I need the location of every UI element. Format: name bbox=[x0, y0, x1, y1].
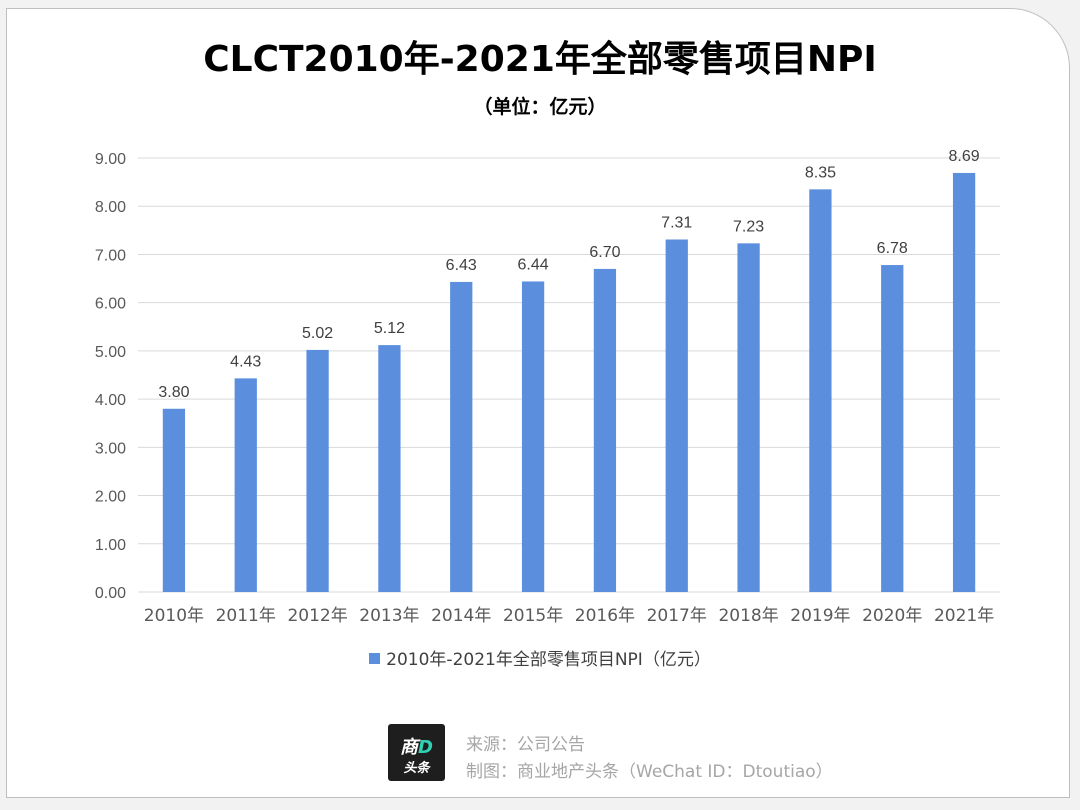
legend-label: 2010年-2021年全部零售项目NPI（亿元） bbox=[386, 650, 711, 670]
value-label: 6.43 bbox=[446, 257, 477, 274]
bar bbox=[593, 268, 617, 592]
bar bbox=[450, 281, 473, 592]
chart-title: CLCT2010年-2021年全部零售项目NPI bbox=[203, 39, 877, 80]
y-tick-label: 0.00 bbox=[95, 585, 126, 602]
x-tick-label: 2016年 bbox=[575, 606, 635, 626]
value-label: 8.35 bbox=[805, 164, 836, 181]
legend: 2010年-2021年全部零售项目NPI（亿元） bbox=[0, 645, 1080, 670]
bar bbox=[521, 281, 545, 592]
x-tick-label: 2013年 bbox=[359, 606, 419, 626]
bar bbox=[665, 239, 688, 593]
logo-char: 商 bbox=[400, 737, 419, 758]
x-tick-label: 2012年 bbox=[287, 606, 347, 626]
gridlines bbox=[138, 157, 1000, 593]
x-tick-label: 2020年 bbox=[862, 606, 922, 626]
x-tick-label: 2011年 bbox=[216, 606, 276, 626]
brand-logo: 商D 头条 bbox=[388, 724, 445, 781]
x-tick-label: 2014年 bbox=[431, 606, 491, 626]
source-note: 来源：公司公告 bbox=[466, 735, 585, 755]
y-tick-label: 4.00 bbox=[95, 392, 126, 409]
legend-swatch bbox=[369, 652, 381, 664]
credit-note: 制图：商业地产头条（WeChat ID：Dtoutiao） bbox=[466, 762, 833, 782]
bars bbox=[162, 172, 976, 593]
y-tick-label: 8.00 bbox=[95, 199, 126, 216]
value-label: 6.70 bbox=[589, 244, 620, 261]
y-axis-ticks: 0.00 1.00 2.00 3.00 4.00 5.00 6.00 7.00 8.00 9.00 bbox=[95, 151, 126, 602]
x-tick-label: 2015年 bbox=[503, 606, 563, 626]
value-label: 7.31 bbox=[661, 214, 692, 231]
value-label: 5.12 bbox=[374, 320, 405, 337]
value-label: 4.43 bbox=[230, 353, 261, 370]
value-label: 3.80 bbox=[158, 384, 189, 401]
bar bbox=[809, 189, 832, 592]
x-axis-ticks: 2010年 2011年 2012年 2013年 2014年 2015年 2016年 2017年… bbox=[144, 606, 994, 626]
y-tick-label: 9.00 bbox=[95, 151, 126, 168]
value-label: 6.44 bbox=[518, 256, 549, 273]
x-tick-label: 2010年 bbox=[144, 606, 204, 626]
bar bbox=[162, 408, 186, 592]
bar bbox=[234, 378, 257, 592]
bar bbox=[737, 243, 760, 592]
bar bbox=[306, 349, 329, 592]
logo-letter: D bbox=[418, 737, 433, 758]
x-tick-label: 2018年 bbox=[718, 606, 778, 626]
logo-subtext: 头条 bbox=[403, 761, 430, 776]
y-tick-label: 1.00 bbox=[95, 537, 126, 554]
value-labels: 3.80 4.43 5.02 5.12 6.43 6.44 6.70 7.31 7.23 8.35… bbox=[158, 148, 979, 401]
y-tick-label: 7.00 bbox=[95, 247, 126, 264]
y-tick-label: 3.00 bbox=[95, 440, 126, 457]
x-tick-label: 2017年 bbox=[647, 606, 707, 626]
bar bbox=[952, 172, 976, 592]
bar bbox=[378, 345, 401, 592]
value-label: 8.69 bbox=[949, 148, 980, 165]
value-label: 6.78 bbox=[877, 240, 908, 257]
y-tick-label: 2.00 bbox=[95, 489, 126, 506]
x-tick-label: 2021年 bbox=[934, 606, 994, 626]
chart-subtitle: （单位：亿元） bbox=[473, 96, 607, 118]
x-tick-label: 2019年 bbox=[790, 606, 850, 626]
value-label: 5.02 bbox=[302, 325, 333, 342]
y-tick-label: 5.00 bbox=[95, 344, 126, 361]
value-label: 7.23 bbox=[733, 218, 764, 235]
y-tick-label: 6.00 bbox=[95, 296, 126, 313]
bar bbox=[881, 265, 904, 592]
